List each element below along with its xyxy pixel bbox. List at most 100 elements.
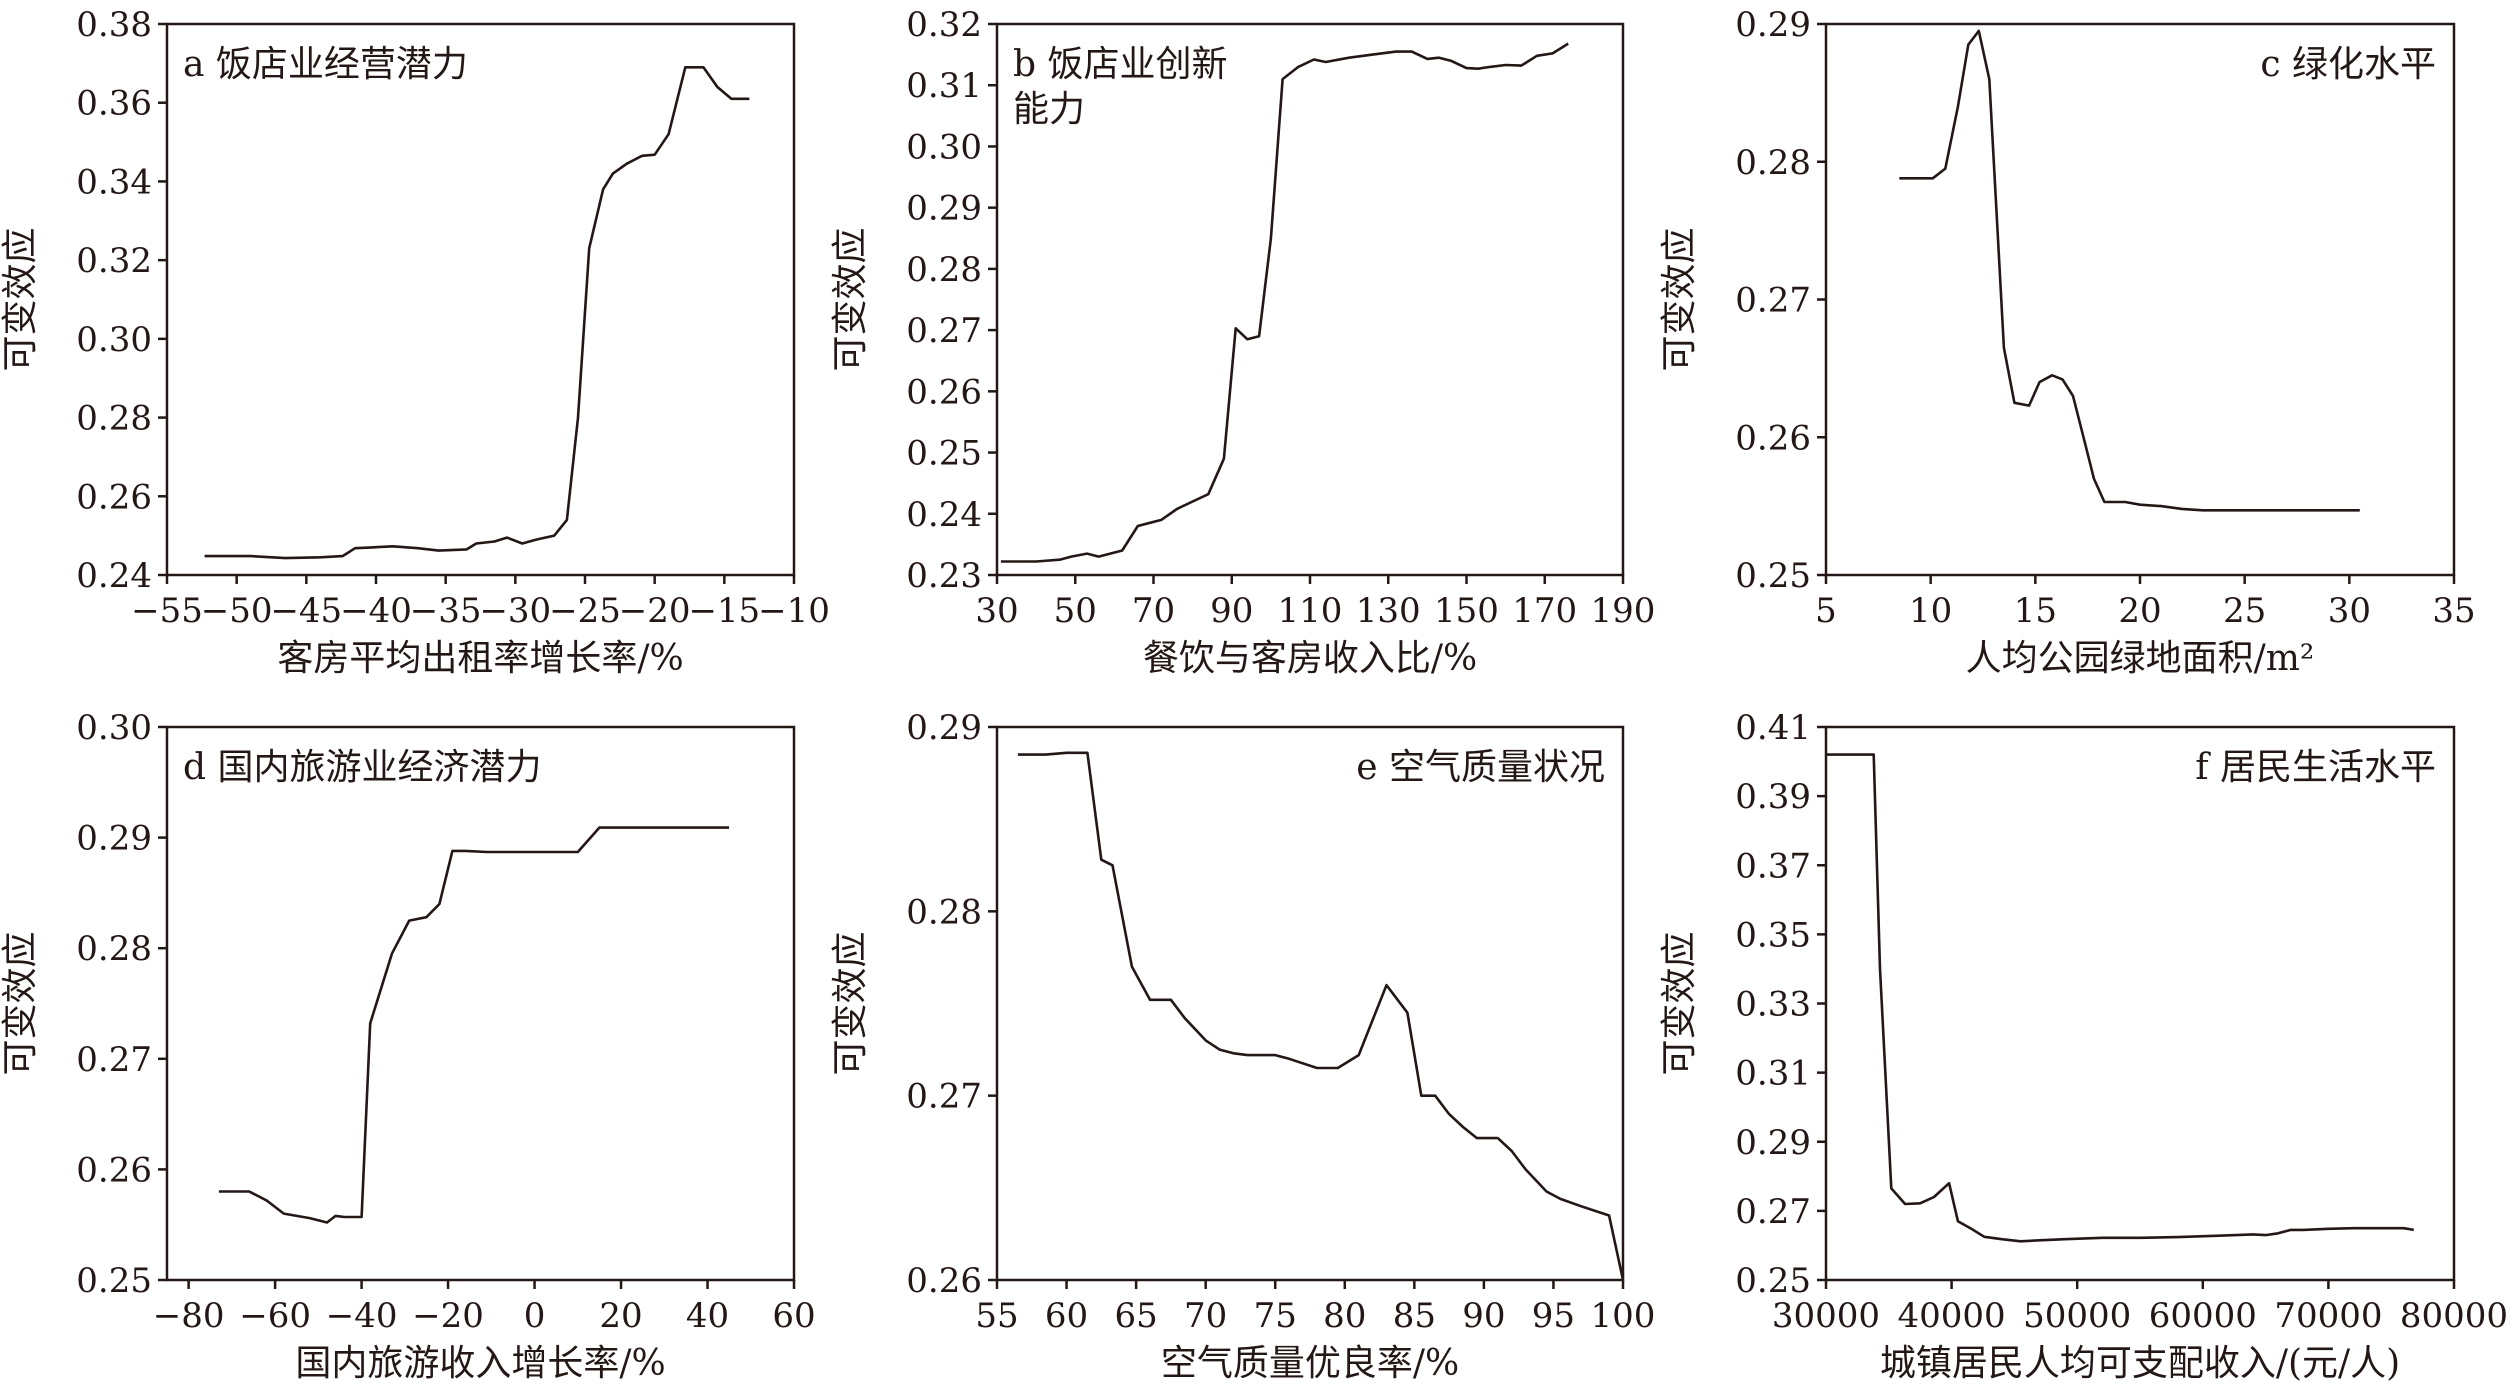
y-tick-label: 0.26: [76, 477, 152, 517]
x-axis-label: 客房平均出租率增长率/%: [277, 638, 683, 679]
y-tick-label: 0.27: [906, 1077, 982, 1117]
x-tick-label: −40: [340, 591, 412, 631]
y-tick-label: 0.27: [1735, 1192, 1811, 1232]
x-tick-label: 35: [2432, 591, 2475, 631]
y-axis-label: 可变效应: [1659, 931, 1700, 1075]
x-tick-label: 90: [1462, 1296, 1505, 1336]
y-tick-label: 0.29: [1735, 5, 1811, 45]
y-tick-label: 0.27: [76, 1040, 152, 1080]
x-axis-label: 空气质量优良率/%: [1161, 1343, 1459, 1384]
series-line: [1826, 753, 2415, 1243]
x-tick-label: 70000: [2274, 1296, 2382, 1336]
plot-frame: [995, 22, 1625, 577]
y-axis-label: 可变效应: [830, 227, 871, 371]
y-tick-label: 0.27: [906, 311, 982, 351]
y-tick-label: 0.35: [1735, 915, 1811, 955]
x-tick-label: −80: [153, 1296, 225, 1336]
y-tick-label: 0.34: [76, 162, 152, 202]
y-tick-label: 0.28: [906, 250, 982, 290]
y-axis-label: 可变效应: [0, 931, 41, 1075]
y-tick-label: 0.32: [76, 241, 152, 281]
x-axis-label: 国内旅游收入增长率/%: [295, 1343, 665, 1384]
panel-title: c 绿化水平: [2260, 44, 2436, 85]
x-axis-label: 餐饮与客房收入比/%: [1143, 638, 1477, 679]
plot-frame: [1824, 22, 2456, 577]
x-tick-label: 50: [1054, 591, 1097, 631]
plot-frame: [165, 725, 796, 1282]
y-tick-label: 0.28: [76, 929, 152, 969]
chart-panel-b: 30 50 70 90 110 130 150 170 190 0.23 0.24 0.25 0.26 0…: [830, 5, 1655, 679]
series-line: [1899, 29, 2360, 512]
plot-frame: [995, 725, 1625, 1282]
y-tick-label: 0.31: [906, 66, 982, 106]
panel-title: f 居民生活水平: [2195, 747, 2436, 788]
chart-panel-e: 55 60 65 70 75 80 85 90 95 100 0.26 0.27 0.28 0.29 空气质…: [830, 708, 1655, 1384]
x-tick-label: −30: [479, 591, 551, 631]
y-tick-label: 0.30: [906, 127, 982, 167]
series-line: [1017, 751, 1625, 1281]
series-line: [1000, 42, 1569, 563]
x-tick-label: 130: [1356, 591, 1421, 631]
y-tick-label: 0.28: [1735, 143, 1811, 183]
chart-panel-f: 30000 40000 50000 60000 70000 80000 0.25 0.27 0.…: [1659, 708, 2508, 1384]
x-tick-label: 5: [1815, 591, 1837, 631]
x-tick-label: 20: [2118, 591, 2161, 631]
x-tick-label: 85: [1393, 1296, 1436, 1336]
plot-frame: [1824, 725, 2456, 1282]
x-tick-label: 30000: [1772, 1296, 1880, 1336]
y-tick-label: 0.29: [906, 708, 982, 748]
panel-title: e 空气质量状况: [1356, 747, 1605, 788]
x-tick-label: 100: [1591, 1296, 1656, 1336]
x-tick-label: −35: [410, 591, 482, 631]
x-tick-label: 40000: [1898, 1296, 2006, 1336]
x-tick-label: 95: [1532, 1296, 1575, 1336]
y-tick-label: 0.33: [1735, 985, 1811, 1025]
y-tick-label: 0.25: [76, 1261, 152, 1301]
y-tick-label: 0.36: [76, 84, 152, 124]
x-tick-label: 80000: [2400, 1296, 2508, 1336]
x-tick-label: 50000: [2023, 1296, 2131, 1336]
series-line: [218, 826, 730, 1224]
y-tick-label: 0.30: [76, 708, 152, 748]
x-tick-label: 110: [1278, 591, 1343, 631]
x-tick-label: 40: [686, 1296, 729, 1336]
y-tick-label: 0.28: [906, 892, 982, 932]
x-tick-label: −25: [549, 591, 621, 631]
x-axis-label: 人均公园绿地面积/m²: [1966, 638, 2315, 679]
y-tick-label: 0.25: [1735, 1261, 1811, 1301]
y-tick-label: 0.29: [76, 819, 152, 859]
y-tick-label: 0.41: [1735, 708, 1811, 748]
y-tick-label: 0.26: [76, 1150, 152, 1190]
x-tick-label: 70: [1184, 1296, 1227, 1336]
x-tick-label: −50: [201, 591, 273, 631]
x-tick-label: 30: [975, 591, 1018, 631]
y-tick-label: 0.28: [76, 399, 152, 439]
x-axis-label: 城镇居民人均可支配收入/(元/人): [1880, 1343, 2400, 1384]
x-tick-label: 60: [772, 1296, 815, 1336]
y-tick-label: 0.24: [906, 495, 982, 535]
y-tick-label: 0.29: [906, 189, 982, 229]
x-tick-label: 55: [975, 1296, 1018, 1336]
y-tick-label: 0.23: [906, 556, 982, 596]
y-tick-label: 0.25: [906, 434, 982, 474]
x-tick-label: 170: [1512, 591, 1577, 631]
series-line: [204, 66, 750, 560]
x-tick-label: −60: [239, 1296, 311, 1336]
y-tick-label: 0.24: [76, 556, 152, 596]
y-axis-label: 可变效应: [1659, 227, 1700, 371]
panel-title: b 饭店业创新能力: [1013, 44, 1228, 130]
x-tick-label: 15: [2014, 591, 2057, 631]
y-tick-label: 0.37: [1735, 846, 1811, 886]
y-tick-label: 0.26: [906, 1261, 982, 1301]
y-axis-label: 可变效应: [830, 931, 871, 1075]
x-tick-label: 60: [1045, 1296, 1088, 1336]
panel-title: a 饭店业经营潜力: [183, 44, 468, 85]
y-tick-label: 0.30: [76, 320, 152, 360]
x-tick-label: 0: [524, 1296, 546, 1336]
y-tick-label: 0.39: [1735, 777, 1811, 817]
x-tick-label: 150: [1434, 591, 1499, 631]
x-tick-label: −55: [131, 591, 203, 631]
x-tick-label: −10: [758, 591, 830, 631]
x-tick-label: 60000: [2149, 1296, 2257, 1336]
